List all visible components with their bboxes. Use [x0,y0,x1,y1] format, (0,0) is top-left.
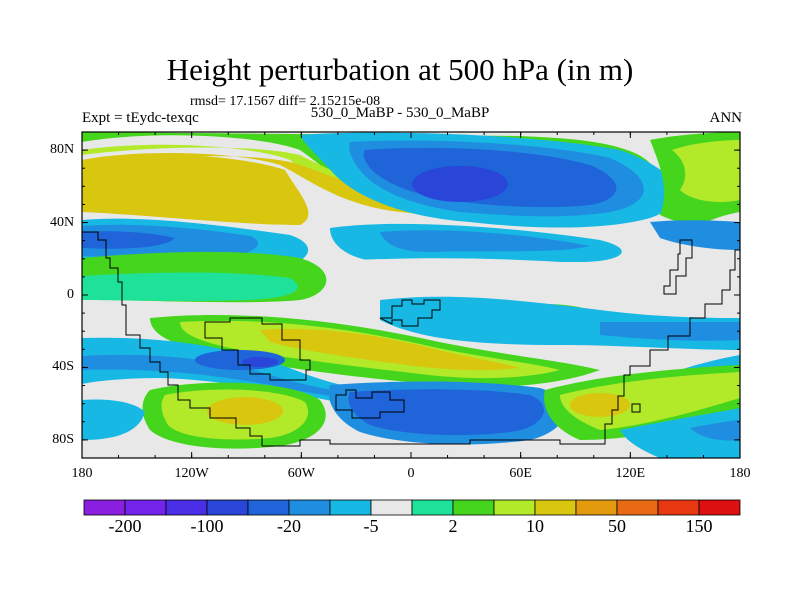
colorbar-swatch [534,499,577,516]
colorbar-swatch [657,499,700,516]
colorbar-swatch [452,499,495,516]
colorbar-swatch [206,499,249,516]
contour-negative-midlat-east-2 [380,230,590,252]
contour-positive-north-fill [82,154,309,225]
lon-tick-label: 120E [615,466,646,481]
lat-tick-label: 40N [50,214,75,230]
contour-positive-north-core [82,153,560,214]
colorbar-label: -100 [190,516,224,536]
colorbar-label: 50 [608,516,626,536]
coastline-east-island [663,239,693,295]
colorbar-swatch [124,499,167,516]
colorbar-swatch [83,499,126,516]
colorbar-label: -20 [277,516,301,536]
colorbar-label: -5 [363,516,379,536]
axis-ticks [81,131,741,459]
lon-tick-label: 0 [407,466,415,481]
rmsd-diff-stats: rmsd= 17.1567 diff= 2.15215e-08 [190,94,381,109]
contour-positive-subtropic-west-2 [82,272,298,301]
colorbar-swatch [370,499,413,516]
lon-tick-label: 180 [71,466,93,481]
contour-negative-northeast-edge [650,220,740,250]
colorbar-swatch [698,499,741,516]
continent-outlines [82,231,740,447]
contour-negative-arctic-core [412,166,508,202]
colorbar-label: 10 [526,516,544,536]
contour-negative-south-polar-left [82,399,145,440]
contour-positive-south-subtropic-core [260,329,520,371]
coastline-tropical-island [379,299,441,327]
coastline-antarctic-rim [262,249,740,447]
lat-tick-label: 0 [67,287,74,302]
contour-positive-south-polar-west-core [207,397,283,425]
contour-negative-south-east-2 [600,322,740,341]
colorbar [83,499,741,516]
colorbar-swatch [288,499,331,516]
contour-negative-south-polar-east-2 [690,420,740,441]
lon-tick-label: 60E [509,466,532,481]
colorbar-swatch [329,499,372,516]
colorbar-swatch [247,499,290,516]
contour-field [82,132,740,458]
contour-negative-south-midlat-2 [82,354,420,402]
contour-positive-south-polar-east-core [570,393,630,417]
colorbar-swatch [575,499,618,516]
colorbar-swatch [493,499,536,516]
experiment-label: Expt = tEydc-texqc [82,110,199,126]
lat-tick-label: 40S [52,359,74,375]
contour-negative-midlat-west-3 [82,231,175,249]
lat-tick-label: 80N [50,142,75,158]
coastline-west-continent [82,231,263,446]
lat-tick-label: 80S [52,431,74,447]
lon-tick-label: 60W [287,466,315,481]
case-label: 530_0_MaBP - 530_0_MaBP [310,105,490,121]
colorbar-label: -200 [108,516,142,536]
colorbar-label: 150 [685,516,713,536]
colorbar-swatch [165,499,208,516]
coastline-central-continent [204,317,311,381]
contour-negative-south-midlat-west-core [242,357,278,367]
contour-positive-northeast-core [672,140,740,202]
lon-tick-label: 180 [729,466,751,481]
plot-title: Height perturbation at 500 hPa (in m) [166,52,634,87]
season-label: ANN [709,110,743,126]
coastline-east-island-2 [631,403,641,413]
lon-tick-label: 120W [174,466,209,481]
coastline-south-continent [335,389,405,419]
colorbar-swatch [616,499,659,516]
colorbar-label: 2 [448,516,458,536]
contour-negative-south-polar-east [620,408,740,458]
colorbar-swatch [411,499,454,516]
contour-negative-south-deep-2 [348,389,544,436]
